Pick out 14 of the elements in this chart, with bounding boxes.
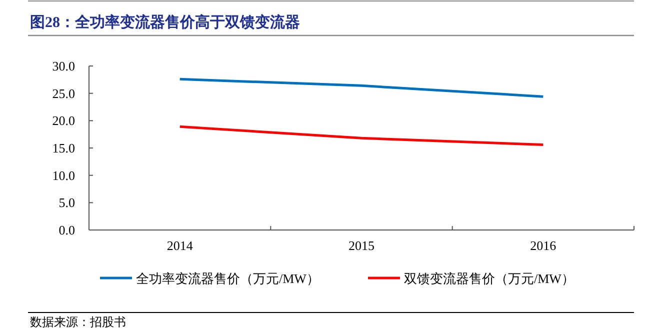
x-tick-label: 2014: [166, 238, 194, 253]
y-tick-label: 30.0: [52, 58, 75, 74]
chart-title: 图28：全功率变流器售价高于双馈变流器: [30, 13, 300, 31]
y-tick-label: 10.0: [52, 168, 75, 183]
source-note: 数据来源：招股书: [30, 315, 126, 329]
y-tick-label: 25.0: [52, 86, 75, 101]
x-tick-label: 2015: [348, 238, 374, 253]
legend-label: 全功率变流器售价（万元/MW）: [136, 271, 320, 286]
y-tick-label: 15.0: [52, 140, 75, 156]
x-tick-label: 2016: [530, 238, 557, 253]
y-tick-label: 0.0: [58, 222, 75, 238]
y-tick-label: 5.0: [58, 195, 75, 210]
y-tick-label: 20.0: [52, 113, 75, 128]
legend-label: 双馈变流器售价（万元/MW）: [404, 271, 574, 286]
